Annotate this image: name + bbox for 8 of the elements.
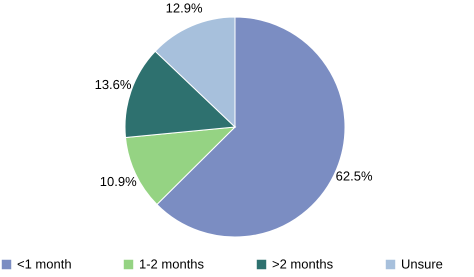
legend-label: >2 months	[272, 256, 334, 272]
data-label: 12.9%	[166, 0, 203, 16]
data-label: 10.9%	[100, 174, 138, 189]
data-label: 62.5%	[336, 168, 373, 184]
legend-label: <1 month	[17, 256, 72, 272]
legend-label: Unsure	[401, 256, 443, 272]
data-label: 13.6%	[94, 76, 132, 92]
legend-label: 1-2 months	[139, 256, 205, 272]
